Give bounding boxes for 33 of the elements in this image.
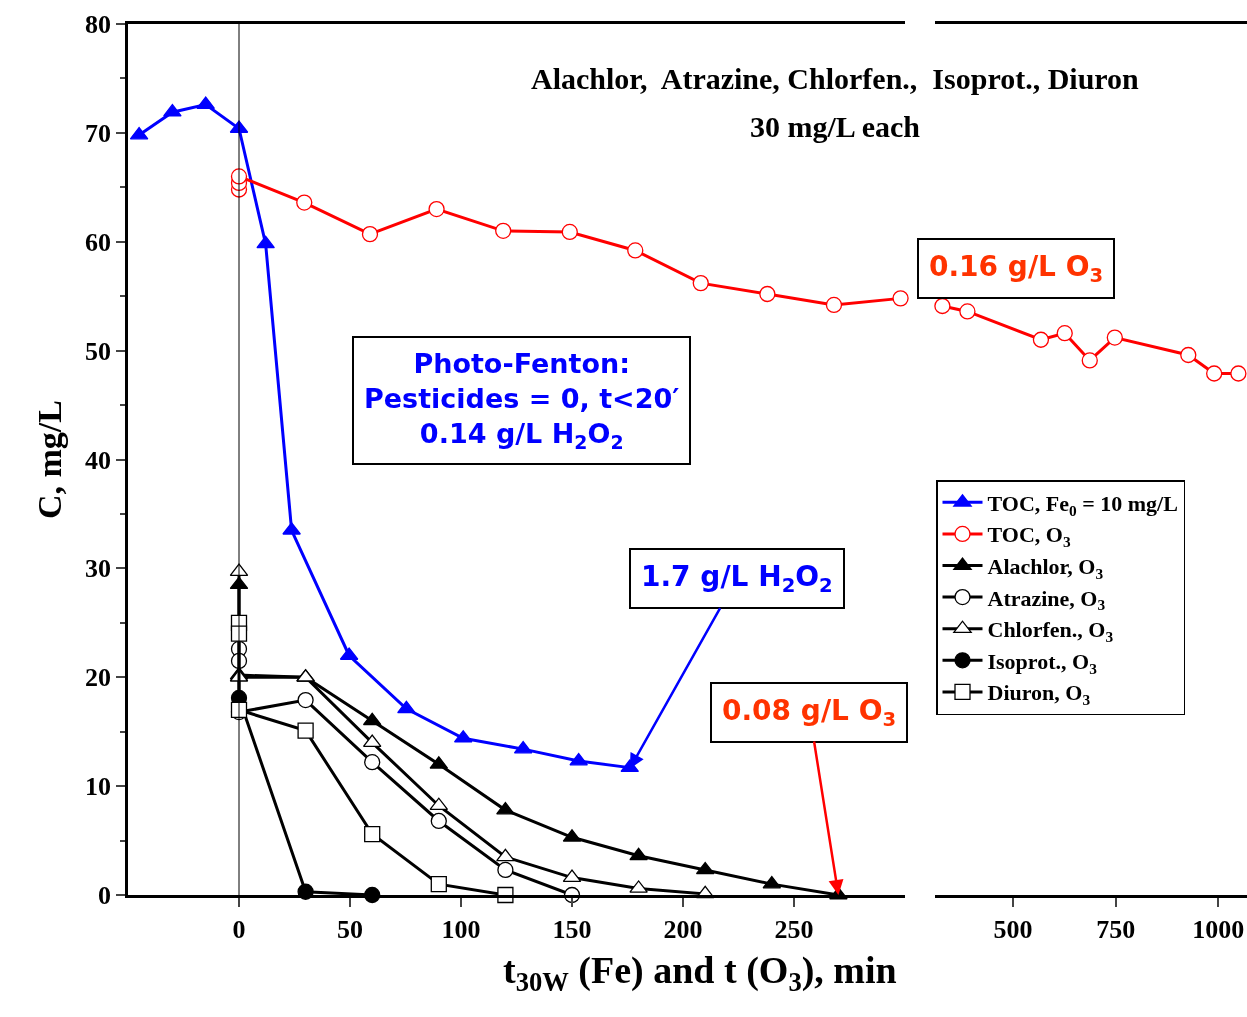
annotation: Photo-Fenton: Pesticides = 0, t<20′ 0.14 g/L H$_{2}$O$_{2}$ xyxy=(364,348,680,453)
legend-label: TOC, Fe$_{0}$ = 10 mg/L xyxy=(987,490,1178,519)
x-tick-label: 750 xyxy=(1096,914,1136,944)
y-axis-title: C, mg/L xyxy=(30,400,68,519)
legend-label: TOC, O$_{3}$ xyxy=(987,522,1071,551)
y-tick-label: 40 xyxy=(85,445,112,475)
y-tick-label: 0 xyxy=(98,881,112,911)
x-tick-label: 150 xyxy=(552,914,592,944)
legend-label: Alachlor, O$_{3}$ xyxy=(987,554,1104,582)
y-tick-label: 80 xyxy=(85,10,112,40)
annotation: 30 mg/L each xyxy=(750,110,921,143)
legend-label: Atrazine, O$_{3}$ xyxy=(987,585,1106,614)
x-tick-label: 1000 xyxy=(1192,914,1245,944)
x-tick-label: 50 xyxy=(337,914,363,944)
x-tick-label: 500 xyxy=(993,914,1033,944)
legend-label: Isoprot., O$_{3}$ xyxy=(987,648,1098,677)
annotation: Alachlor, Atrazine, Chlorfen., Isoprot., Diuron xyxy=(531,62,1140,95)
y-tick-label: 60 xyxy=(85,227,112,257)
y-tick-label: 30 xyxy=(85,554,112,584)
y-tick-label: 20 xyxy=(85,663,112,693)
x-tick-label: 100 xyxy=(441,914,481,944)
legend-label: Diuron, O$_{3}$ xyxy=(987,680,1091,709)
annotation: 0.08 g/L O$_{3}$ xyxy=(722,694,897,731)
x-axis-title: t$_{30W}$ (Fe) and t (O$_{3}$), min xyxy=(503,949,897,997)
x-tick-label: 250 xyxy=(774,914,814,944)
annotation: 1.7 g/L H$_{2}$O$_{2}$ xyxy=(641,560,833,597)
x-tick-label: 200 xyxy=(663,914,703,944)
y-tick-label: 10 xyxy=(85,772,112,802)
annotation: 0.16 g/L O$_{3}$ xyxy=(929,250,1104,287)
legend-label: Chlorfen., O$_{3}$ xyxy=(987,617,1114,645)
y-tick-label: 50 xyxy=(85,336,112,366)
y-tick-label: 70 xyxy=(85,118,112,148)
x-tick-label: 0 xyxy=(232,914,246,944)
